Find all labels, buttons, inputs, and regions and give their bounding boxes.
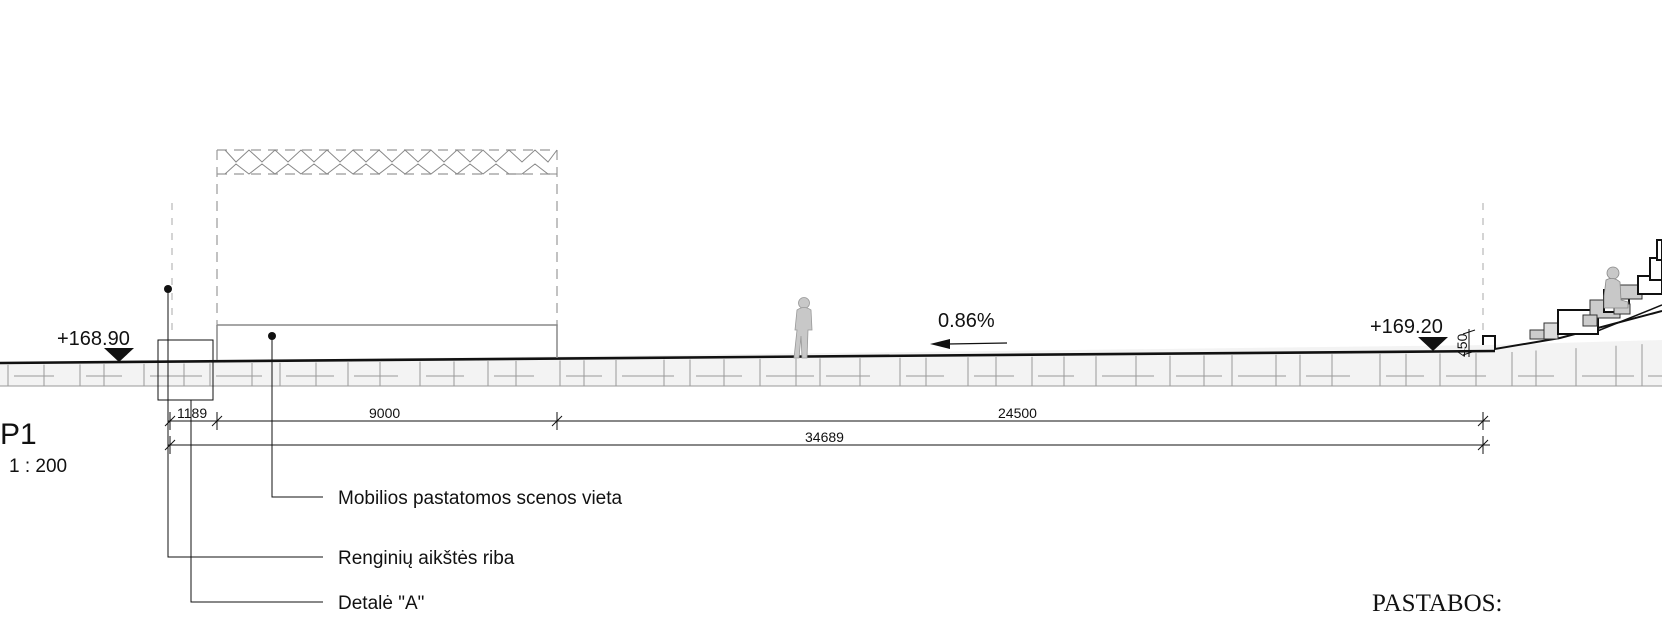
leader-event-area-boundary	[164, 285, 323, 558]
elevation-label-left: +168.90	[57, 328, 130, 350]
mobile-stage-outline	[216, 149, 558, 360]
elevation-marker-left	[104, 348, 134, 362]
note-stage-location: Mobilios pastatomos scenos vieta	[338, 488, 623, 509]
dimension-label-24500: 24500	[998, 405, 1037, 421]
seated-person-figure	[1603, 266, 1629, 309]
elevation-marker-right	[1418, 337, 1448, 351]
dimension-label-total: 34689	[805, 429, 844, 445]
standing-person-figure	[793, 297, 813, 359]
slope-arrow	[930, 339, 1008, 349]
step-height-label: 450	[1454, 333, 1470, 357]
ground-hatch	[0, 340, 1662, 387]
leader-stage-location	[268, 332, 323, 498]
ground-surface-line	[0, 349, 1496, 365]
elevation-label-right: +169.20	[1370, 316, 1443, 338]
dimension-label-1189: 1189	[177, 405, 207, 421]
note-detail-a: Detalė "A"	[338, 593, 424, 614]
slope-label: 0.86%	[938, 310, 995, 332]
pastabos-heading: PASTABOS:	[1372, 590, 1502, 617]
note-event-area-boundary: Renginių aikštės riba	[338, 548, 515, 569]
step-height-dimension	[1462, 329, 1476, 357]
leader-detail-a	[190, 400, 323, 603]
tribune-steps	[1482, 239, 1662, 351]
section-scale: 1 : 200	[9, 456, 67, 477]
dimension-label-9000: 9000	[369, 405, 400, 421]
detail-a-box	[157, 339, 214, 401]
dimension-chain-upper	[164, 412, 1490, 430]
section-title: P1	[0, 418, 37, 451]
dimension-chain-lower	[164, 436, 1490, 454]
